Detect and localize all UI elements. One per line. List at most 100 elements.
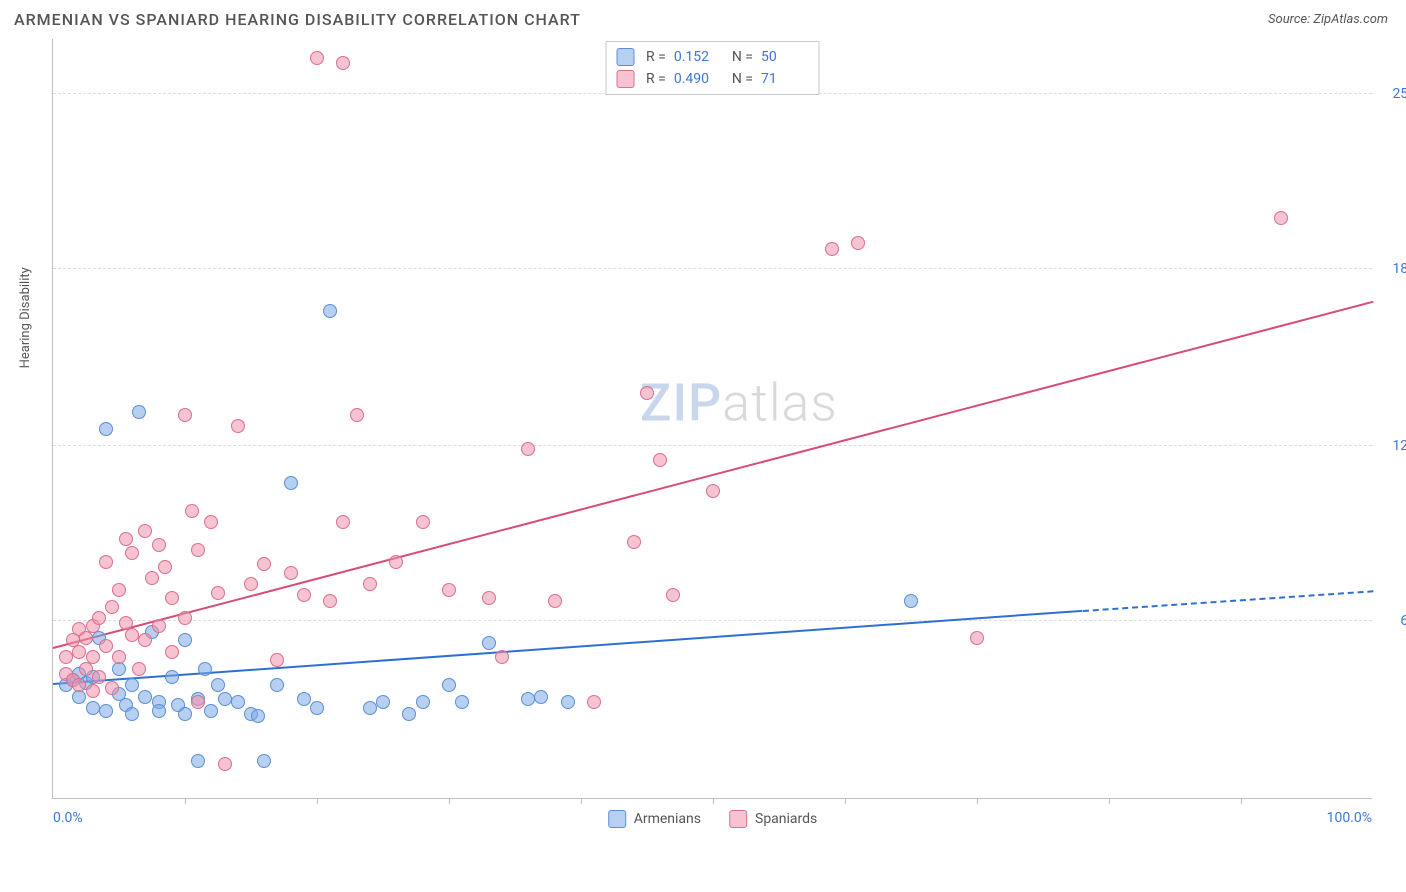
x-tick	[449, 798, 450, 804]
data-point	[138, 524, 152, 538]
stat-r-label: R =	[646, 46, 666, 68]
data-point	[178, 633, 192, 647]
data-point	[455, 695, 469, 709]
data-point	[666, 588, 680, 602]
data-point	[99, 639, 113, 653]
x-axis-max-label: 100.0%	[1327, 810, 1372, 826]
y-axis-label: Hearing Disability	[18, 267, 33, 368]
data-point	[284, 566, 298, 580]
data-point	[145, 571, 159, 585]
data-point	[442, 583, 456, 597]
data-point	[152, 619, 166, 633]
data-point	[125, 628, 139, 642]
scatter-plot: ZIPatlas R = 0.152 N = 50 R = 0.490 N = …	[52, 39, 1372, 799]
data-point	[363, 577, 377, 591]
data-point	[1274, 211, 1288, 225]
x-tick	[581, 798, 582, 804]
stats-legend-box: R = 0.152 N = 50 R = 0.490 N = 71	[605, 41, 820, 95]
data-point	[297, 588, 311, 602]
legend-label-1: Spaniards	[755, 811, 817, 827]
data-point	[112, 650, 126, 664]
data-point	[495, 650, 509, 664]
data-point	[323, 304, 337, 318]
gridline	[53, 620, 1372, 621]
legend-item-1: Spaniards	[729, 810, 817, 828]
x-tick	[185, 798, 186, 804]
data-point	[99, 555, 113, 569]
data-point	[825, 242, 839, 256]
data-point	[521, 442, 535, 456]
stats-row-series-1: R = 0.490 N = 71	[616, 68, 807, 90]
legend-swatch-1	[729, 810, 747, 828]
watermark-atlas: atlas	[722, 373, 838, 434]
data-point	[105, 600, 119, 614]
legend-item-0: Armenians	[608, 810, 701, 828]
data-point	[310, 51, 324, 65]
y-tick-label: 6.3%	[1376, 613, 1406, 629]
data-point	[270, 653, 284, 667]
data-point	[125, 546, 139, 560]
data-point	[244, 577, 258, 591]
data-point	[165, 645, 179, 659]
data-point	[416, 695, 430, 709]
x-tick	[1241, 798, 1242, 804]
plot-container: Hearing Disability ZIPatlas R = 0.152 N …	[52, 39, 1386, 799]
data-point	[165, 591, 179, 605]
data-point	[482, 636, 496, 650]
data-point	[534, 690, 548, 704]
data-point	[904, 594, 918, 608]
data-point	[231, 695, 245, 709]
data-point	[323, 594, 337, 608]
watermark: ZIPatlas	[640, 373, 838, 434]
data-point	[92, 670, 106, 684]
data-point	[627, 535, 641, 549]
data-point	[198, 662, 212, 676]
y-tick-label: 25.0%	[1376, 86, 1406, 102]
data-point	[231, 419, 245, 433]
gridline	[53, 445, 1372, 446]
data-point	[178, 707, 192, 721]
stat-r-label: R =	[646, 68, 666, 90]
data-point	[218, 692, 232, 706]
stat-n-label: N =	[732, 68, 753, 90]
data-point	[138, 690, 152, 704]
trend-line	[53, 301, 1373, 649]
data-point	[251, 709, 265, 723]
y-tick-label: 18.8%	[1376, 261, 1406, 277]
x-tick	[977, 798, 978, 804]
watermark-zip: ZIP	[640, 373, 722, 434]
data-point	[310, 701, 324, 715]
gridline	[53, 268, 1372, 269]
data-point	[561, 695, 575, 709]
data-point	[376, 695, 390, 709]
stat-n-value-0: 50	[761, 46, 807, 68]
data-point	[851, 236, 865, 250]
data-point	[59, 650, 73, 664]
data-point	[119, 532, 133, 546]
data-point	[389, 555, 403, 569]
x-tick	[713, 798, 714, 804]
stat-n-label: N =	[732, 46, 753, 68]
data-point	[165, 670, 179, 684]
data-point	[284, 476, 298, 490]
data-point	[587, 695, 601, 709]
data-point	[442, 678, 456, 692]
data-point	[191, 754, 205, 768]
data-point	[72, 645, 86, 659]
data-point	[132, 662, 146, 676]
data-point	[204, 515, 218, 529]
data-point	[92, 611, 106, 625]
data-point	[191, 543, 205, 557]
data-point	[211, 586, 225, 600]
data-point	[72, 678, 86, 692]
swatch-series-1	[616, 70, 634, 88]
y-tick-label: 12.5%	[1376, 438, 1406, 454]
x-axis-min-label: 0.0%	[53, 810, 83, 826]
data-point	[105, 681, 119, 695]
x-tick	[317, 798, 318, 804]
data-point	[257, 754, 271, 768]
bottom-legend: Armenians Spaniards	[608, 810, 818, 828]
data-point	[706, 484, 720, 498]
trend-line-extrapolated	[1083, 591, 1374, 613]
chart-title: ARMENIAN VS SPANIARD HEARING DISABILITY …	[14, 10, 581, 29]
